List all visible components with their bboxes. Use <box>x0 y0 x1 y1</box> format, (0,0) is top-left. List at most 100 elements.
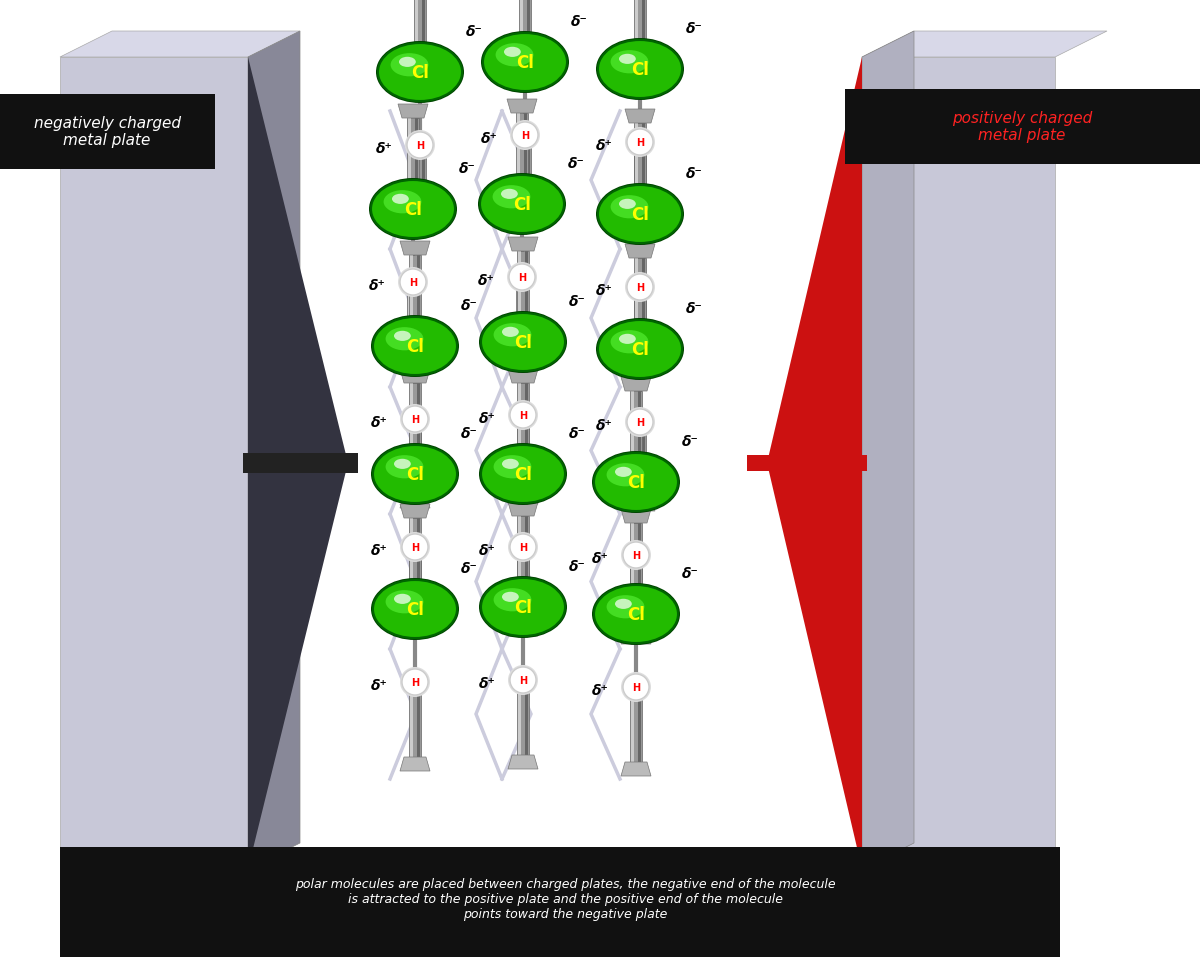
Polygon shape <box>400 242 430 256</box>
Bar <box>630 701 642 762</box>
Bar <box>631 568 634 630</box>
Ellipse shape <box>611 196 648 219</box>
Ellipse shape <box>502 592 518 603</box>
Text: δ⁺: δ⁺ <box>592 683 610 698</box>
Ellipse shape <box>400 58 416 68</box>
Bar <box>418 383 420 446</box>
Circle shape <box>402 534 428 560</box>
Ellipse shape <box>481 313 565 372</box>
Polygon shape <box>248 463 348 869</box>
Text: δ⁻: δ⁻ <box>461 427 478 440</box>
Polygon shape <box>508 490 538 505</box>
Bar <box>517 429 529 490</box>
Text: Cl: Cl <box>404 201 422 219</box>
Polygon shape <box>60 58 248 869</box>
Bar <box>634 435 646 498</box>
Bar <box>418 560 420 623</box>
Bar <box>415 0 418 44</box>
Bar <box>409 560 421 623</box>
Polygon shape <box>625 245 655 259</box>
Text: δ⁺: δ⁺ <box>596 283 613 298</box>
Bar <box>407 119 419 181</box>
Circle shape <box>400 405 430 434</box>
Circle shape <box>623 542 649 568</box>
Text: Cl: Cl <box>631 206 649 224</box>
Polygon shape <box>508 237 538 252</box>
Bar <box>517 252 529 313</box>
Bar <box>295 55 854 854</box>
Bar <box>409 695 421 757</box>
Ellipse shape <box>598 321 682 379</box>
Text: δ⁻: δ⁻ <box>686 167 703 181</box>
Circle shape <box>622 673 652 702</box>
Text: Cl: Cl <box>406 337 424 356</box>
Bar <box>516 290 528 353</box>
Ellipse shape <box>502 459 518 469</box>
Ellipse shape <box>481 446 565 504</box>
Bar <box>410 256 413 318</box>
Bar <box>415 296 418 357</box>
Ellipse shape <box>502 189 518 200</box>
Ellipse shape <box>373 580 457 638</box>
Bar <box>518 560 521 623</box>
Text: positively charged
metal plate: positively charged metal plate <box>952 111 1092 143</box>
Circle shape <box>622 540 652 571</box>
Circle shape <box>508 262 538 293</box>
Circle shape <box>400 532 430 562</box>
Text: δ⁺: δ⁺ <box>479 543 496 557</box>
Ellipse shape <box>594 454 678 511</box>
Text: δ⁺: δ⁺ <box>376 142 394 156</box>
Circle shape <box>407 133 433 159</box>
Ellipse shape <box>607 463 644 487</box>
Text: δ⁻: δ⁻ <box>461 561 478 576</box>
Ellipse shape <box>371 315 460 378</box>
Ellipse shape <box>607 596 644 619</box>
Bar <box>409 432 421 495</box>
Bar <box>638 568 641 630</box>
Ellipse shape <box>619 55 636 64</box>
Bar <box>520 0 523 34</box>
Ellipse shape <box>611 331 648 354</box>
Ellipse shape <box>478 174 566 235</box>
Ellipse shape <box>385 591 424 614</box>
Text: H: H <box>410 542 419 553</box>
Ellipse shape <box>611 51 648 74</box>
Text: Cl: Cl <box>514 599 532 616</box>
Ellipse shape <box>394 332 410 341</box>
Circle shape <box>625 407 655 437</box>
Ellipse shape <box>616 599 632 609</box>
Bar <box>517 693 529 755</box>
Circle shape <box>623 675 649 701</box>
Text: δ⁻: δ⁻ <box>466 25 482 39</box>
Circle shape <box>628 130 653 156</box>
Bar <box>520 0 532 34</box>
Polygon shape <box>400 757 430 771</box>
Text: δ⁺: δ⁺ <box>592 552 610 565</box>
Bar <box>518 429 521 490</box>
Bar <box>418 432 420 495</box>
Text: δ⁻: δ⁻ <box>568 157 584 171</box>
Ellipse shape <box>481 579 565 636</box>
Bar <box>634 156 646 218</box>
Ellipse shape <box>371 579 460 640</box>
Bar <box>634 124 646 185</box>
Bar <box>638 524 641 585</box>
Circle shape <box>512 123 538 149</box>
Polygon shape <box>862 32 914 869</box>
Ellipse shape <box>592 583 680 646</box>
Text: H: H <box>632 551 640 560</box>
Bar <box>635 0 638 41</box>
Bar <box>518 252 521 313</box>
Bar <box>526 383 528 446</box>
Polygon shape <box>622 630 652 644</box>
Bar <box>642 301 646 362</box>
Bar <box>642 259 646 321</box>
Bar <box>409 519 421 580</box>
Ellipse shape <box>493 324 532 347</box>
Text: δ⁻: δ⁻ <box>461 299 478 312</box>
Text: Cl: Cl <box>514 196 530 213</box>
Ellipse shape <box>479 444 568 505</box>
Text: δ⁻: δ⁻ <box>686 22 703 36</box>
Ellipse shape <box>378 44 462 102</box>
Bar <box>634 0 646 41</box>
